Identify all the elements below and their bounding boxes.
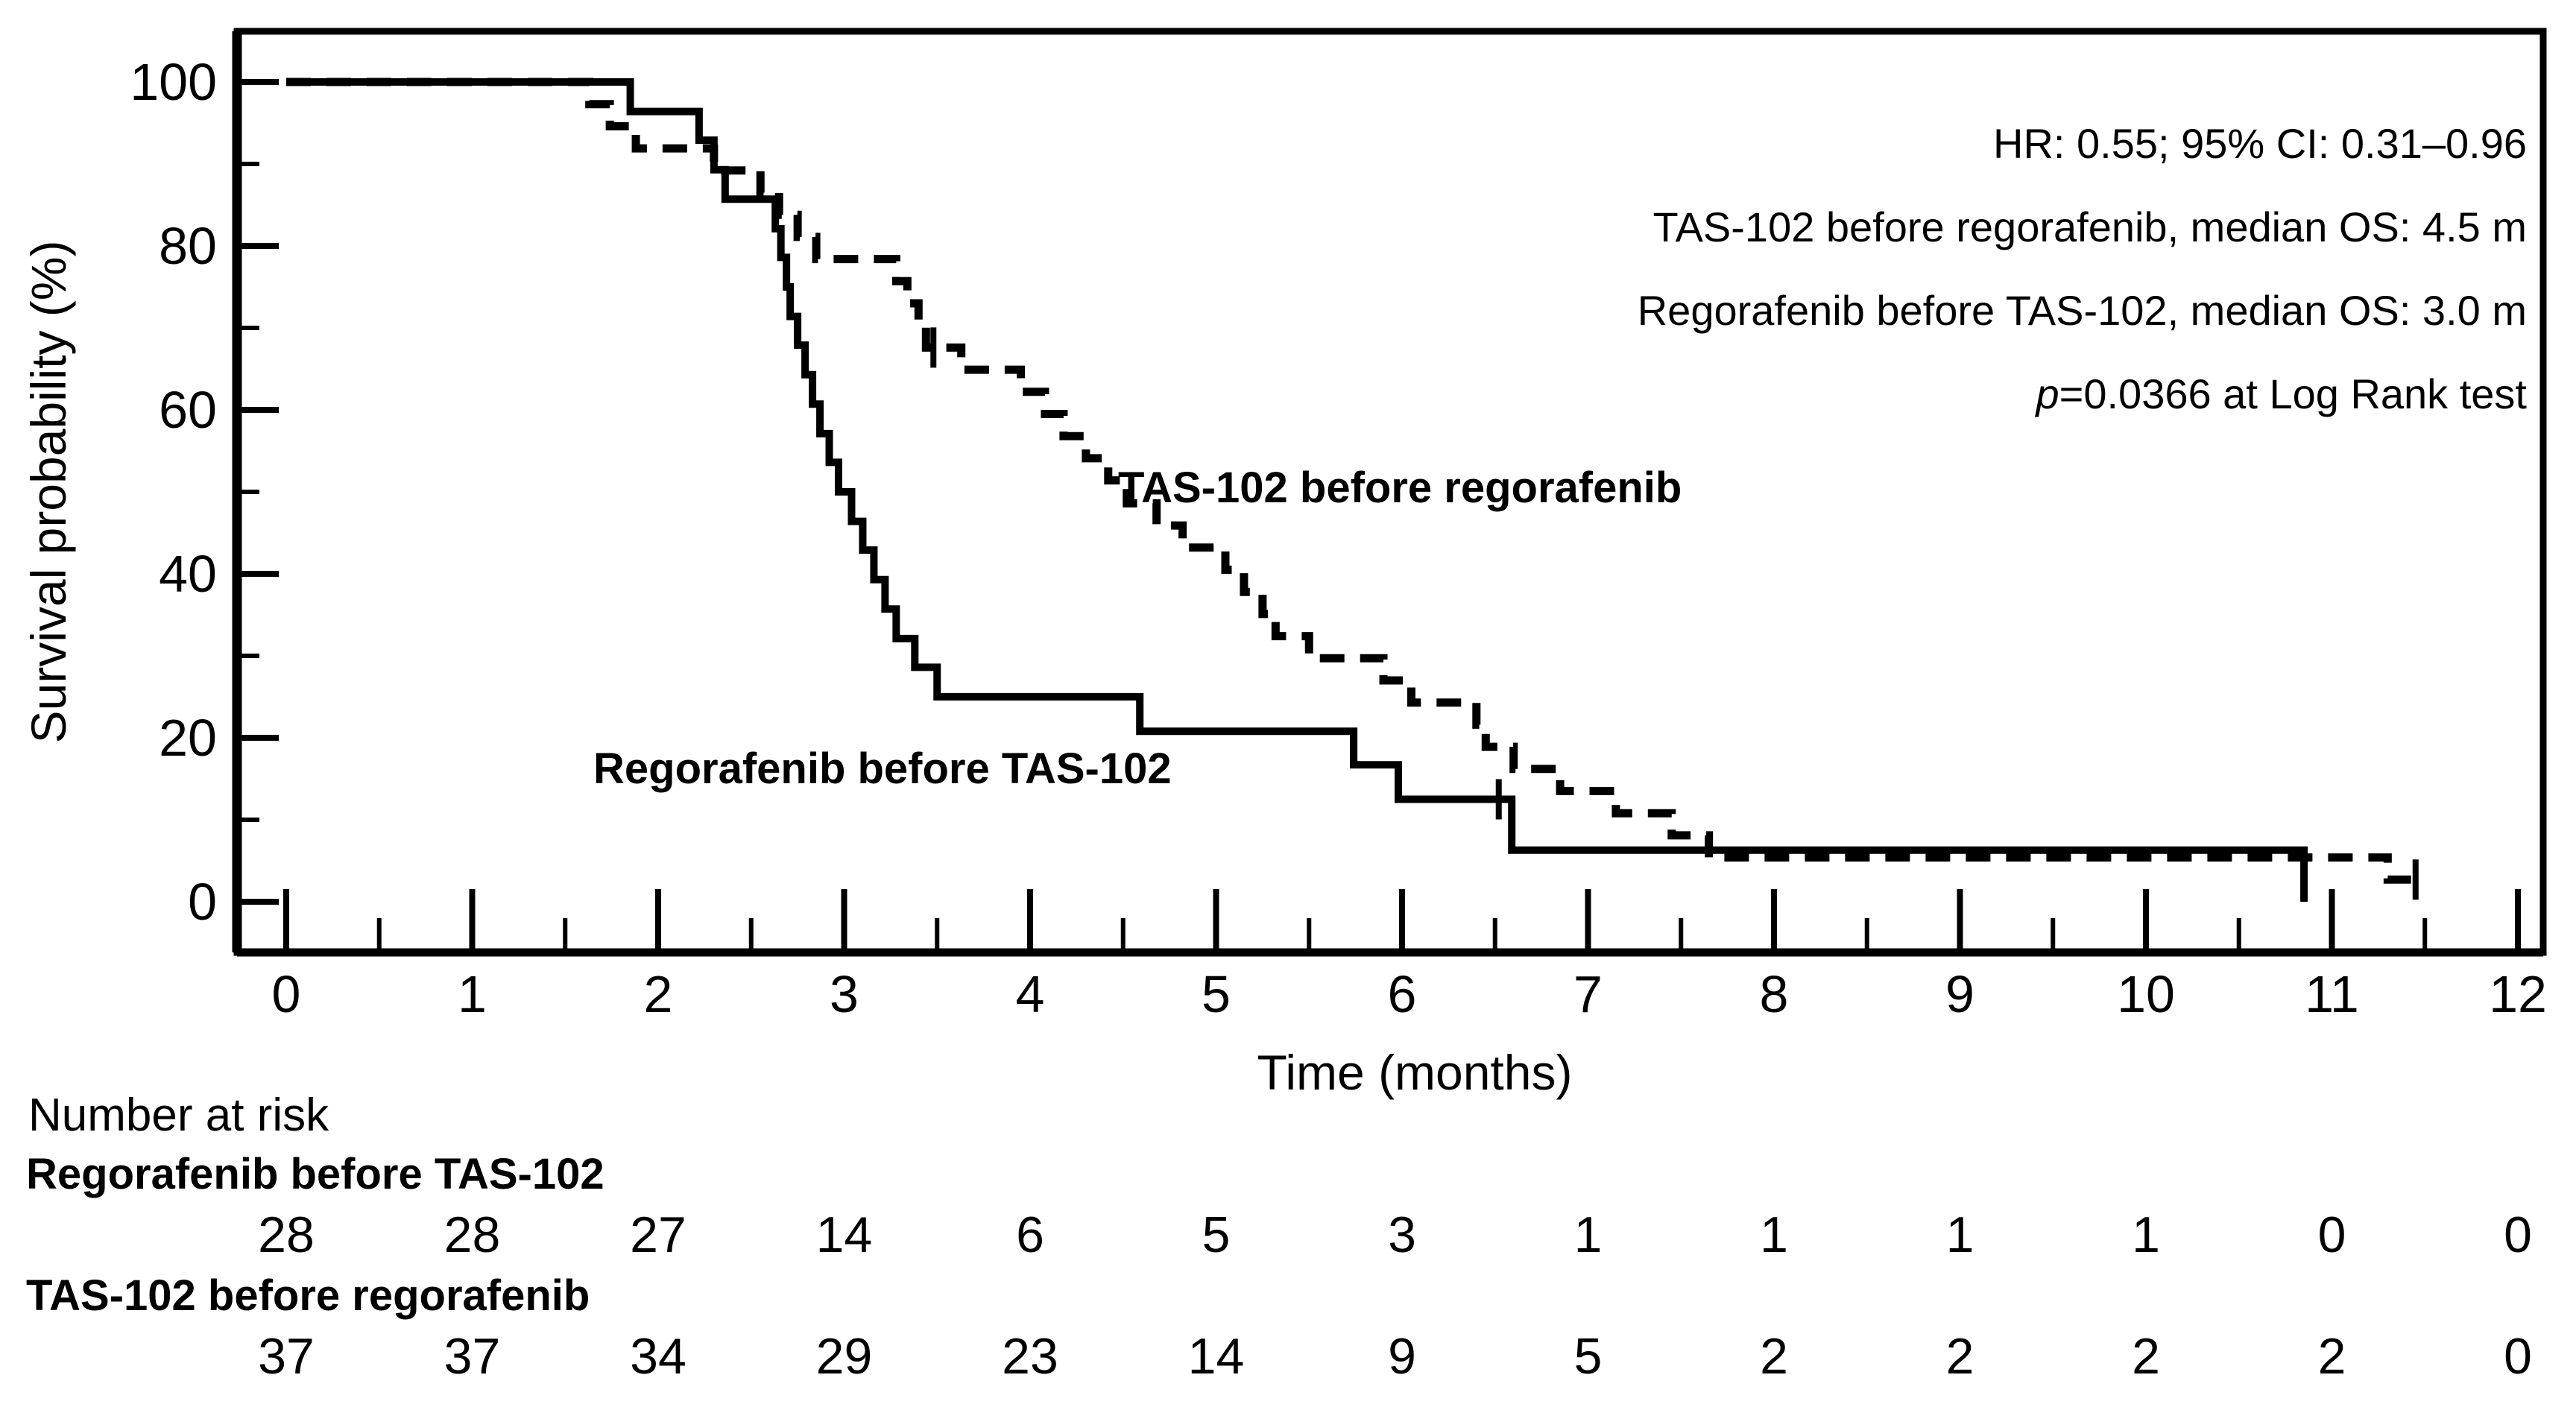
x-tick-label: 5 [1202,965,1231,1023]
risk-value: 2 [2318,1328,2346,1385]
y-axis-title: Survival probability (%) [21,241,76,744]
number-at-risk-values: 28 28 27 14 6 5 3 1 1 1 1 0 0 37 37 34 29 23 14 9 5 2 2 2 2 0 [258,1207,2532,1385]
risk-value: 1 [1946,1207,1974,1263]
risk-value: 1 [2132,1207,2160,1263]
risk-value: 9 [1388,1328,1416,1385]
risk-value: 6 [1016,1207,1044,1263]
km-curve-solid [286,78,2308,902]
annotation-p-rest: =0.0366 at Log Rank test [2059,370,2528,417]
x-tick-label: 10 [2117,965,2175,1023]
y-tick-label: 80 [159,217,217,275]
km-curve-dashed [286,78,2425,884]
risk-value: 34 [630,1328,686,1385]
risk-value: 5 [1574,1328,1603,1385]
risk-value: 23 [1002,1328,1058,1385]
y-tick-label: 0 [188,873,217,931]
risk-value: 2 [1760,1328,1788,1385]
risk-value: 3 [1388,1207,1416,1263]
x-tick-label: 4 [1016,965,1045,1023]
y-tick-label: 20 [159,709,217,767]
risk-value: 0 [2504,1328,2532,1385]
x-tick-label: 12 [2489,965,2547,1023]
risk-value: 0 [2318,1207,2346,1263]
risk-row-label-tas102: TAS-102 before regorafenib [26,1271,590,1320]
annotation-p-symbol: p [2034,370,2059,417]
risk-row-label-regorafenib: Regorafenib before TAS-102 [26,1150,604,1198]
x-tick-label: 0 [272,965,301,1023]
risk-value: 37 [444,1328,501,1385]
risk-value: 29 [816,1328,873,1385]
risk-value: 27 [630,1207,686,1263]
x-tick-label: 8 [1760,965,1789,1023]
risk-value: 2 [2132,1328,2160,1385]
annotation-tas-median: TAS-102 before regorafenib, median OS: 4… [1653,203,2527,250]
annotation-rego-median: Regorafenib before TAS-102, median OS: 3… [1638,287,2527,334]
risk-value: 14 [1188,1328,1245,1385]
risk-value: 0 [2504,1207,2532,1263]
curve-label-regorafenib-before-tas102: Regorafenib before TAS-102 [593,744,1172,793]
curve-label-tas102-before-regorafenib: TAS-102 before regorafenib [1118,464,1682,512]
survival-curves [286,78,2425,902]
x-tick-label: 6 [1388,965,1417,1023]
risk-value: 1 [1760,1207,1788,1263]
x-tick-label: 7 [1573,965,1603,1023]
x-tick-label: 9 [1945,965,1974,1023]
x-axis-ticks: 0 1 2 3 4 5 6 7 8 9 10 11 12 [272,889,2547,1023]
risk-value: 2 [1946,1328,1974,1385]
x-tick-label: 11 [2305,965,2359,1023]
x-tick-label: 1 [458,965,487,1023]
risk-value: 1 [1574,1207,1603,1263]
annotation-pvalue: p=0.0366 at Log Rank test [2034,370,2527,417]
x-tick-label: 3 [830,965,859,1023]
y-axis-ticks: 0 20 40 60 80 100 [130,53,279,931]
number-at-risk-header: Number at risk [28,1090,329,1141]
y-tick-label: 40 [159,545,217,603]
risk-value: 28 [258,1207,315,1263]
y-tick-label: 100 [130,53,217,111]
annotation-hr: HR: 0.55; 95% CI: 0.31–0.96 [1993,120,2527,167]
risk-value: 5 [1202,1207,1231,1263]
x-tick-label: 2 [644,965,673,1023]
risk-value: 37 [258,1328,315,1385]
risk-value: 28 [444,1207,501,1263]
stats-annotation: HR: 0.55; 95% CI: 0.31–0.96 TAS-102 befo… [1638,120,2528,417]
risk-value: 14 [816,1207,873,1263]
x-axis-title: Time (months) [1257,1045,1573,1100]
y-tick-label: 60 [159,381,217,439]
